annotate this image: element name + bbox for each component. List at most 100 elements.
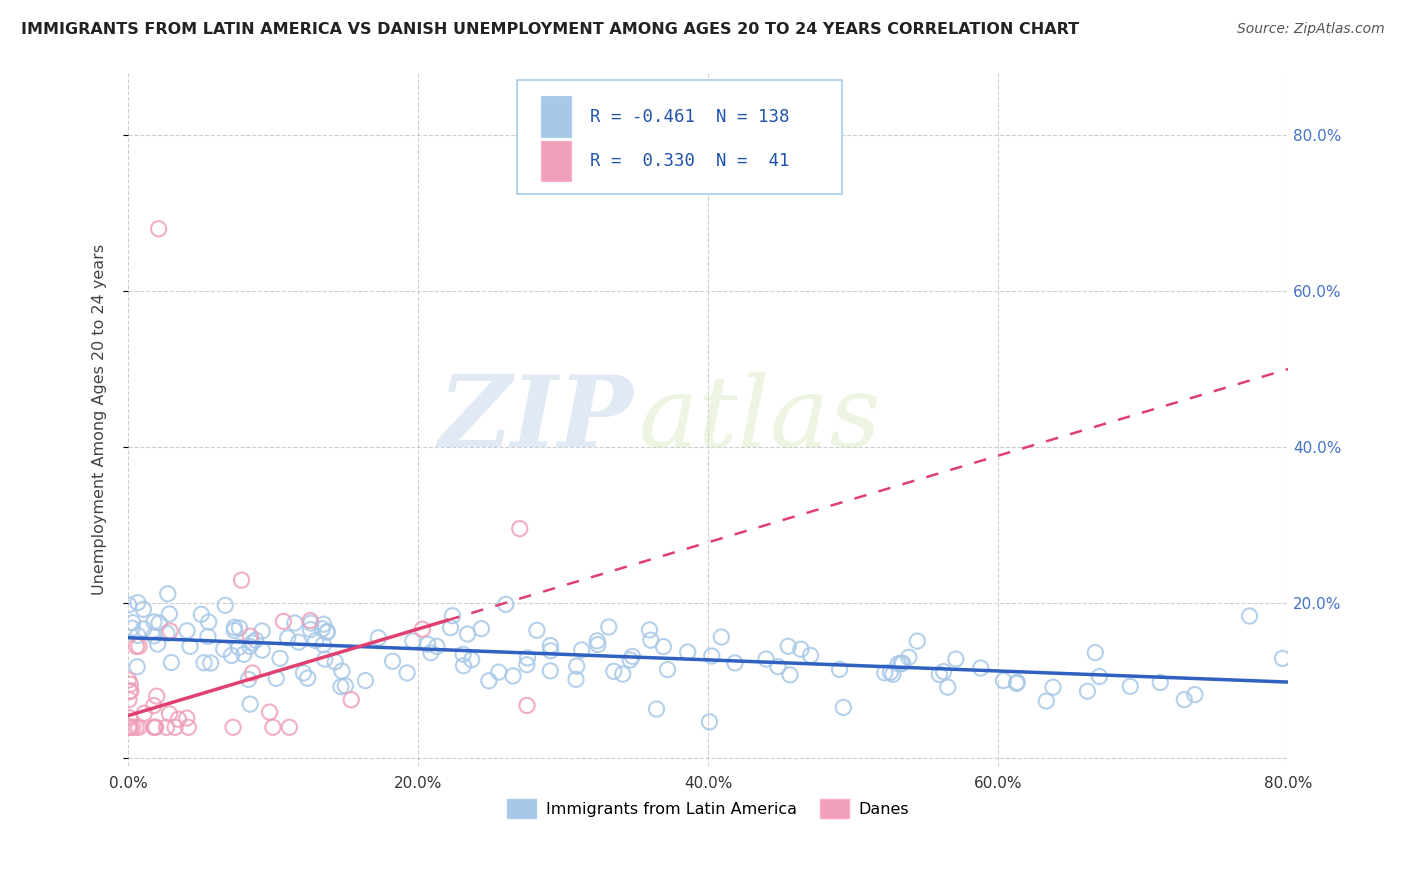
Point (297, 671, 319, 685)
Point (239, 629, 262, 643)
Point (945, 652, 967, 666)
Point (176, 624, 198, 638)
Point (439, 621, 461, 635)
Point (603, 665, 626, 679)
Point (724, 656, 747, 670)
Point (441, 608, 464, 623)
Point (120, 683, 142, 698)
Point (125, 640, 148, 654)
Point (887, 657, 910, 671)
Point (148, 221, 170, 235)
Point (565, 659, 588, 673)
Point (612, 667, 634, 681)
Point (1088, 669, 1111, 683)
Point (502, 669, 524, 683)
Point (228, 640, 250, 655)
Point (453, 658, 475, 673)
Point (323, 655, 346, 669)
Point (312, 617, 335, 632)
Point (928, 667, 950, 681)
Point (125, 720, 148, 734)
Point (224, 624, 246, 638)
Point (516, 698, 538, 713)
Point (426, 640, 449, 654)
Point (121, 621, 143, 635)
Point (118, 711, 141, 725)
Point (250, 624, 273, 638)
Point (200, 656, 222, 670)
Point (354, 673, 377, 688)
Point (340, 692, 363, 706)
Legend: Immigrants from Latin America, Danes: Immigrants from Latin America, Danes (501, 793, 915, 824)
Point (879, 665, 901, 680)
Point (419, 646, 441, 660)
Point (890, 657, 912, 671)
Point (367, 631, 389, 645)
Point (1005, 676, 1028, 690)
Point (127, 596, 149, 610)
Point (165, 720, 187, 734)
Point (619, 653, 641, 667)
Point (779, 668, 801, 682)
Point (832, 700, 855, 714)
Text: IMMIGRANTS FROM LATIN AMERICA VS DANISH UNEMPLOYMENT AMONG AGES 20 TO 24 YEARS C: IMMIGRANTS FROM LATIN AMERICA VS DANISH … (21, 22, 1080, 37)
Point (197, 615, 219, 629)
Point (118, 684, 141, 698)
Point (156, 626, 179, 640)
Point (488, 665, 510, 679)
Point (456, 627, 478, 641)
Point (245, 633, 267, 648)
Point (993, 673, 1015, 688)
Point (1084, 646, 1107, 660)
Text: Source: ZipAtlas.com: Source: ZipAtlas.com (1237, 22, 1385, 37)
Point (1119, 679, 1142, 693)
Point (586, 638, 609, 652)
Point (239, 697, 262, 711)
Point (402, 634, 425, 648)
Point (142, 720, 165, 734)
Point (710, 630, 733, 644)
Point (157, 607, 180, 621)
Point (538, 664, 561, 678)
Point (1239, 609, 1261, 624)
Point (766, 659, 789, 673)
Point (478, 673, 501, 688)
Point (143, 720, 166, 734)
Point (640, 633, 662, 648)
Point (155, 720, 177, 734)
Point (145, 689, 167, 703)
Point (167, 712, 190, 726)
Point (228, 621, 250, 635)
Point (652, 640, 675, 654)
Point (700, 648, 723, 663)
Point (316, 624, 339, 639)
Point (1271, 651, 1294, 665)
Point (142, 615, 165, 629)
Point (598, 620, 620, 634)
Point (238, 673, 260, 687)
Point (330, 680, 353, 694)
Point (1149, 675, 1171, 690)
Point (117, 720, 139, 734)
Point (638, 623, 661, 637)
Point (239, 640, 262, 654)
Point (117, 598, 139, 612)
Point (142, 698, 165, 713)
Point (148, 615, 170, 630)
Point (250, 643, 273, 657)
Point (451, 647, 474, 661)
Point (396, 665, 419, 680)
Point (932, 665, 955, 679)
Point (262, 720, 284, 734)
Point (891, 657, 914, 671)
Point (278, 720, 301, 734)
Point (509, 522, 531, 536)
Point (222, 720, 245, 734)
Point (621, 649, 644, 664)
Point (134, 706, 156, 721)
Point (416, 637, 439, 651)
Y-axis label: Unemployment Among Ages 20 to 24 years: Unemployment Among Ages 20 to 24 years (93, 244, 107, 595)
Point (571, 643, 593, 657)
Point (905, 634, 928, 648)
Point (159, 624, 181, 638)
